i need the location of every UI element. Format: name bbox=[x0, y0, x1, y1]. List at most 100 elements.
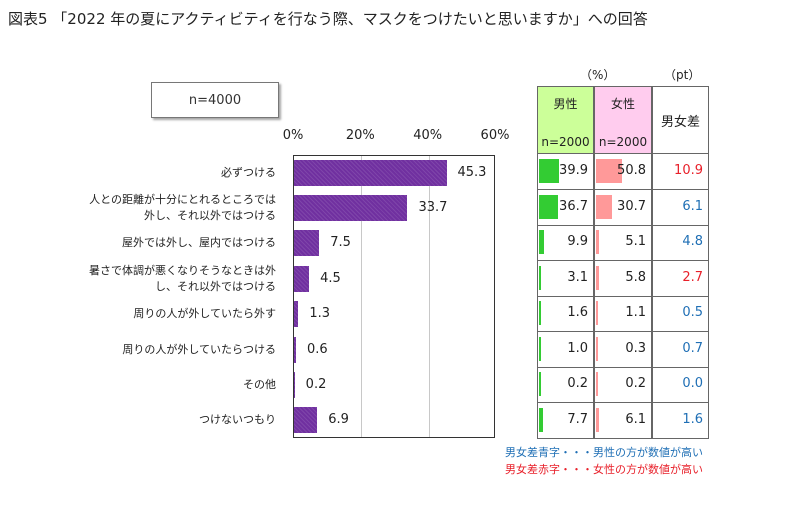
female-value: 1.1 bbox=[625, 305, 646, 320]
male-cell-bar bbox=[539, 265, 541, 290]
female-cell: 1.1 bbox=[594, 296, 652, 332]
diff-header: 男女差 bbox=[652, 86, 709, 154]
male-cell-bar bbox=[539, 230, 545, 254]
female-value: 6.1 bbox=[625, 411, 646, 427]
unit-points: （pt） bbox=[664, 68, 701, 82]
diff-cell: 6.1 bbox=[652, 189, 709, 226]
diff-value: 10.9 bbox=[674, 163, 703, 178]
x-tick-label: 20% bbox=[345, 128, 375, 143]
bar bbox=[294, 407, 318, 434]
female-value: 50.8 bbox=[617, 163, 646, 178]
male-value: 9.9 bbox=[567, 234, 588, 249]
diff-value: 1.6 bbox=[682, 411, 703, 427]
female-cell: 5.8 bbox=[594, 260, 652, 297]
female-value: 30.7 bbox=[617, 198, 646, 214]
female-cell-bar bbox=[596, 159, 622, 183]
plot-area bbox=[293, 155, 495, 438]
bar bbox=[294, 265, 310, 292]
male-cell: 1.0 bbox=[537, 331, 594, 368]
bar-value-label: 0.6 bbox=[307, 341, 328, 357]
male-value: 36.7 bbox=[559, 198, 588, 214]
bar bbox=[294, 301, 299, 328]
category-label: 周りの人が外していたらつける bbox=[122, 342, 276, 356]
diff-cell: 2.7 bbox=[652, 260, 709, 297]
male-header-n: n=2000 bbox=[541, 135, 590, 149]
diff-cell: 0.0 bbox=[652, 367, 709, 403]
category-label: 周りの人が外していたら外す bbox=[133, 307, 276, 321]
bar-value-label: 0.2 bbox=[305, 376, 327, 392]
male-cell: 9.9 bbox=[537, 225, 594, 261]
category-label: 必ずつける bbox=[221, 165, 276, 179]
male-cell: 7.7 bbox=[537, 402, 594, 439]
diff-value: 2.7 bbox=[682, 269, 703, 285]
female-cell: 0.3 bbox=[594, 331, 652, 368]
male-value: 7.7 bbox=[567, 411, 588, 427]
bar-value-label: 33.7 bbox=[418, 200, 448, 216]
diff-cell: 4.8 bbox=[652, 225, 709, 261]
male-cell-bar bbox=[539, 407, 543, 432]
male-cell: 39.9 bbox=[537, 154, 594, 190]
bar-value-label: 4.5 bbox=[320, 270, 341, 286]
female-value: 5.1 bbox=[625, 234, 646, 249]
bar bbox=[294, 371, 295, 398]
female-value: 5.8 bbox=[625, 269, 646, 285]
category-label: 人との距離が十分にとれるところでは 外し、それ以外ではつける bbox=[89, 193, 276, 223]
bar bbox=[294, 230, 320, 257]
category-label: その他 bbox=[243, 377, 276, 391]
male-cell-bar bbox=[539, 194, 558, 219]
male-cell-bar bbox=[539, 301, 541, 325]
red-note: 男女差赤字・・・女性の方が数値が高い bbox=[505, 463, 703, 476]
bar bbox=[294, 159, 447, 186]
female-header-label: 女性 bbox=[610, 97, 635, 111]
male-value: 1.0 bbox=[567, 340, 588, 356]
female-cell: 50.8 bbox=[594, 154, 652, 190]
female-value: 0.2 bbox=[625, 376, 646, 391]
chart-title: 図表5 「2022 年の夏にアクティビティを行なう際、マスクをつけたいと思います… bbox=[8, 10, 648, 28]
diff-cell: 0.7 bbox=[652, 331, 709, 368]
female-cell: 5.1 bbox=[594, 225, 652, 261]
female-cell-bar bbox=[596, 372, 598, 396]
male-cell: 3.1 bbox=[537, 260, 594, 297]
male-cell-bar bbox=[539, 159, 560, 183]
x-tick-label: 40% bbox=[413, 128, 443, 143]
diff-header-label: 男女差 bbox=[660, 115, 700, 130]
female-cell: 30.7 bbox=[594, 189, 652, 226]
female-cell-bar bbox=[596, 301, 598, 325]
female-cell-bar bbox=[596, 336, 598, 361]
bar-value-label: 45.3 bbox=[457, 164, 487, 180]
diff-value: 6.1 bbox=[682, 198, 703, 214]
diff-value: 0.7 bbox=[682, 340, 703, 356]
sample-size-box: n=4000 bbox=[151, 82, 279, 118]
female-cell-bar bbox=[596, 407, 600, 432]
category-label: 屋外では外し、屋内ではつける bbox=[122, 236, 276, 250]
male-value: 3.1 bbox=[567, 269, 588, 285]
male-value: 0.2 bbox=[567, 376, 588, 391]
male-cell-bar bbox=[539, 372, 541, 396]
bar bbox=[294, 336, 297, 363]
diff-value: 4.8 bbox=[682, 234, 703, 249]
diff-cell: 0.5 bbox=[652, 296, 709, 332]
gridline bbox=[428, 156, 430, 437]
female-header-n: n=2000 bbox=[598, 135, 648, 149]
female-cell: 0.2 bbox=[594, 367, 652, 403]
female-header: 女性 n=2000 bbox=[594, 86, 652, 154]
x-tick-label: 60% bbox=[480, 128, 510, 143]
female-value: 0.3 bbox=[625, 340, 646, 356]
female-cell-bar bbox=[596, 194, 612, 219]
male-header-label: 男性 bbox=[553, 97, 578, 111]
female-cell-bar bbox=[596, 230, 599, 254]
gridline bbox=[361, 156, 363, 437]
x-tick-label: 0% bbox=[282, 128, 304, 143]
unit-percent: （%） bbox=[580, 68, 616, 82]
bar-value-label: 6.9 bbox=[328, 412, 349, 428]
male-cell: 36.7 bbox=[537, 189, 594, 226]
category-label: 暑さで体調が悪くなりそうなときは外 し、それ以外ではつける bbox=[89, 263, 276, 293]
bar-value-label: 1.3 bbox=[309, 306, 331, 322]
male-header: 男性 n=2000 bbox=[537, 86, 594, 154]
male-value: 39.9 bbox=[559, 163, 588, 178]
diff-cell: 10.9 bbox=[652, 154, 709, 190]
diff-value: 0.0 bbox=[682, 376, 703, 391]
male-value: 1.6 bbox=[567, 305, 588, 320]
bar bbox=[294, 195, 408, 222]
female-cell: 6.1 bbox=[594, 402, 652, 439]
